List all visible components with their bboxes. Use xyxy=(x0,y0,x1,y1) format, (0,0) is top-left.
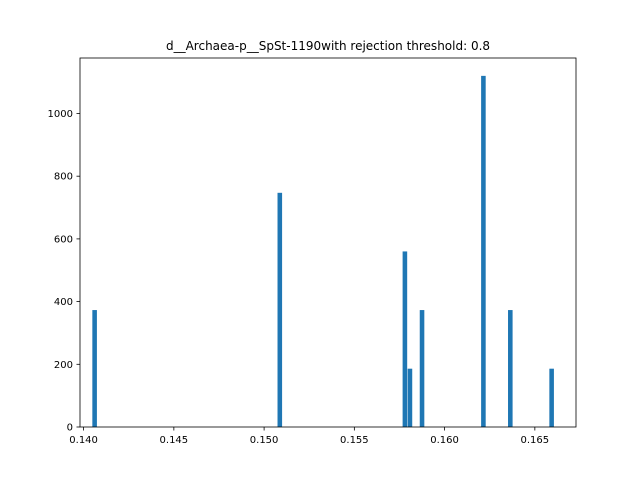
x-axis: 0.140 0.145 0.150 0.155 0.160 0.165 xyxy=(69,427,549,446)
histogram-bar xyxy=(277,192,283,427)
x-tick-label: 0.155 xyxy=(340,435,369,446)
histogram-bar xyxy=(402,251,408,427)
histogram-bar xyxy=(92,310,97,427)
y-tick-label: 1000 xyxy=(48,109,73,120)
x-tick-label: 0.165 xyxy=(521,435,550,446)
plot-frame xyxy=(79,57,577,428)
y-tick-label: 0 xyxy=(67,423,73,434)
bars-group xyxy=(92,75,554,428)
histogram-bar xyxy=(419,310,425,427)
histogram-bar xyxy=(481,75,486,428)
y-tick-label: 600 xyxy=(54,234,73,245)
x-tick-label: 0.140 xyxy=(69,435,98,446)
histogram-bar xyxy=(508,310,513,427)
histogram-bar xyxy=(549,368,554,427)
y-tick-label: 200 xyxy=(54,360,73,371)
y-tick-label: 800 xyxy=(54,172,73,183)
y-tick-label: 400 xyxy=(54,297,73,308)
histogram-bar xyxy=(407,368,413,427)
chart-title: d__Archaea-p__SpSt-1190with rejection th… xyxy=(166,39,490,53)
x-tick-label: 0.160 xyxy=(430,435,459,446)
x-tick-label: 0.145 xyxy=(160,435,189,446)
x-tick-label: 0.150 xyxy=(250,435,279,446)
y-axis: 0 200 400 600 800 1000 xyxy=(48,109,80,434)
